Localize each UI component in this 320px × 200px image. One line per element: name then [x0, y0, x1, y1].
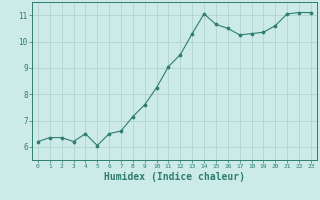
X-axis label: Humidex (Indice chaleur): Humidex (Indice chaleur)	[104, 172, 245, 182]
